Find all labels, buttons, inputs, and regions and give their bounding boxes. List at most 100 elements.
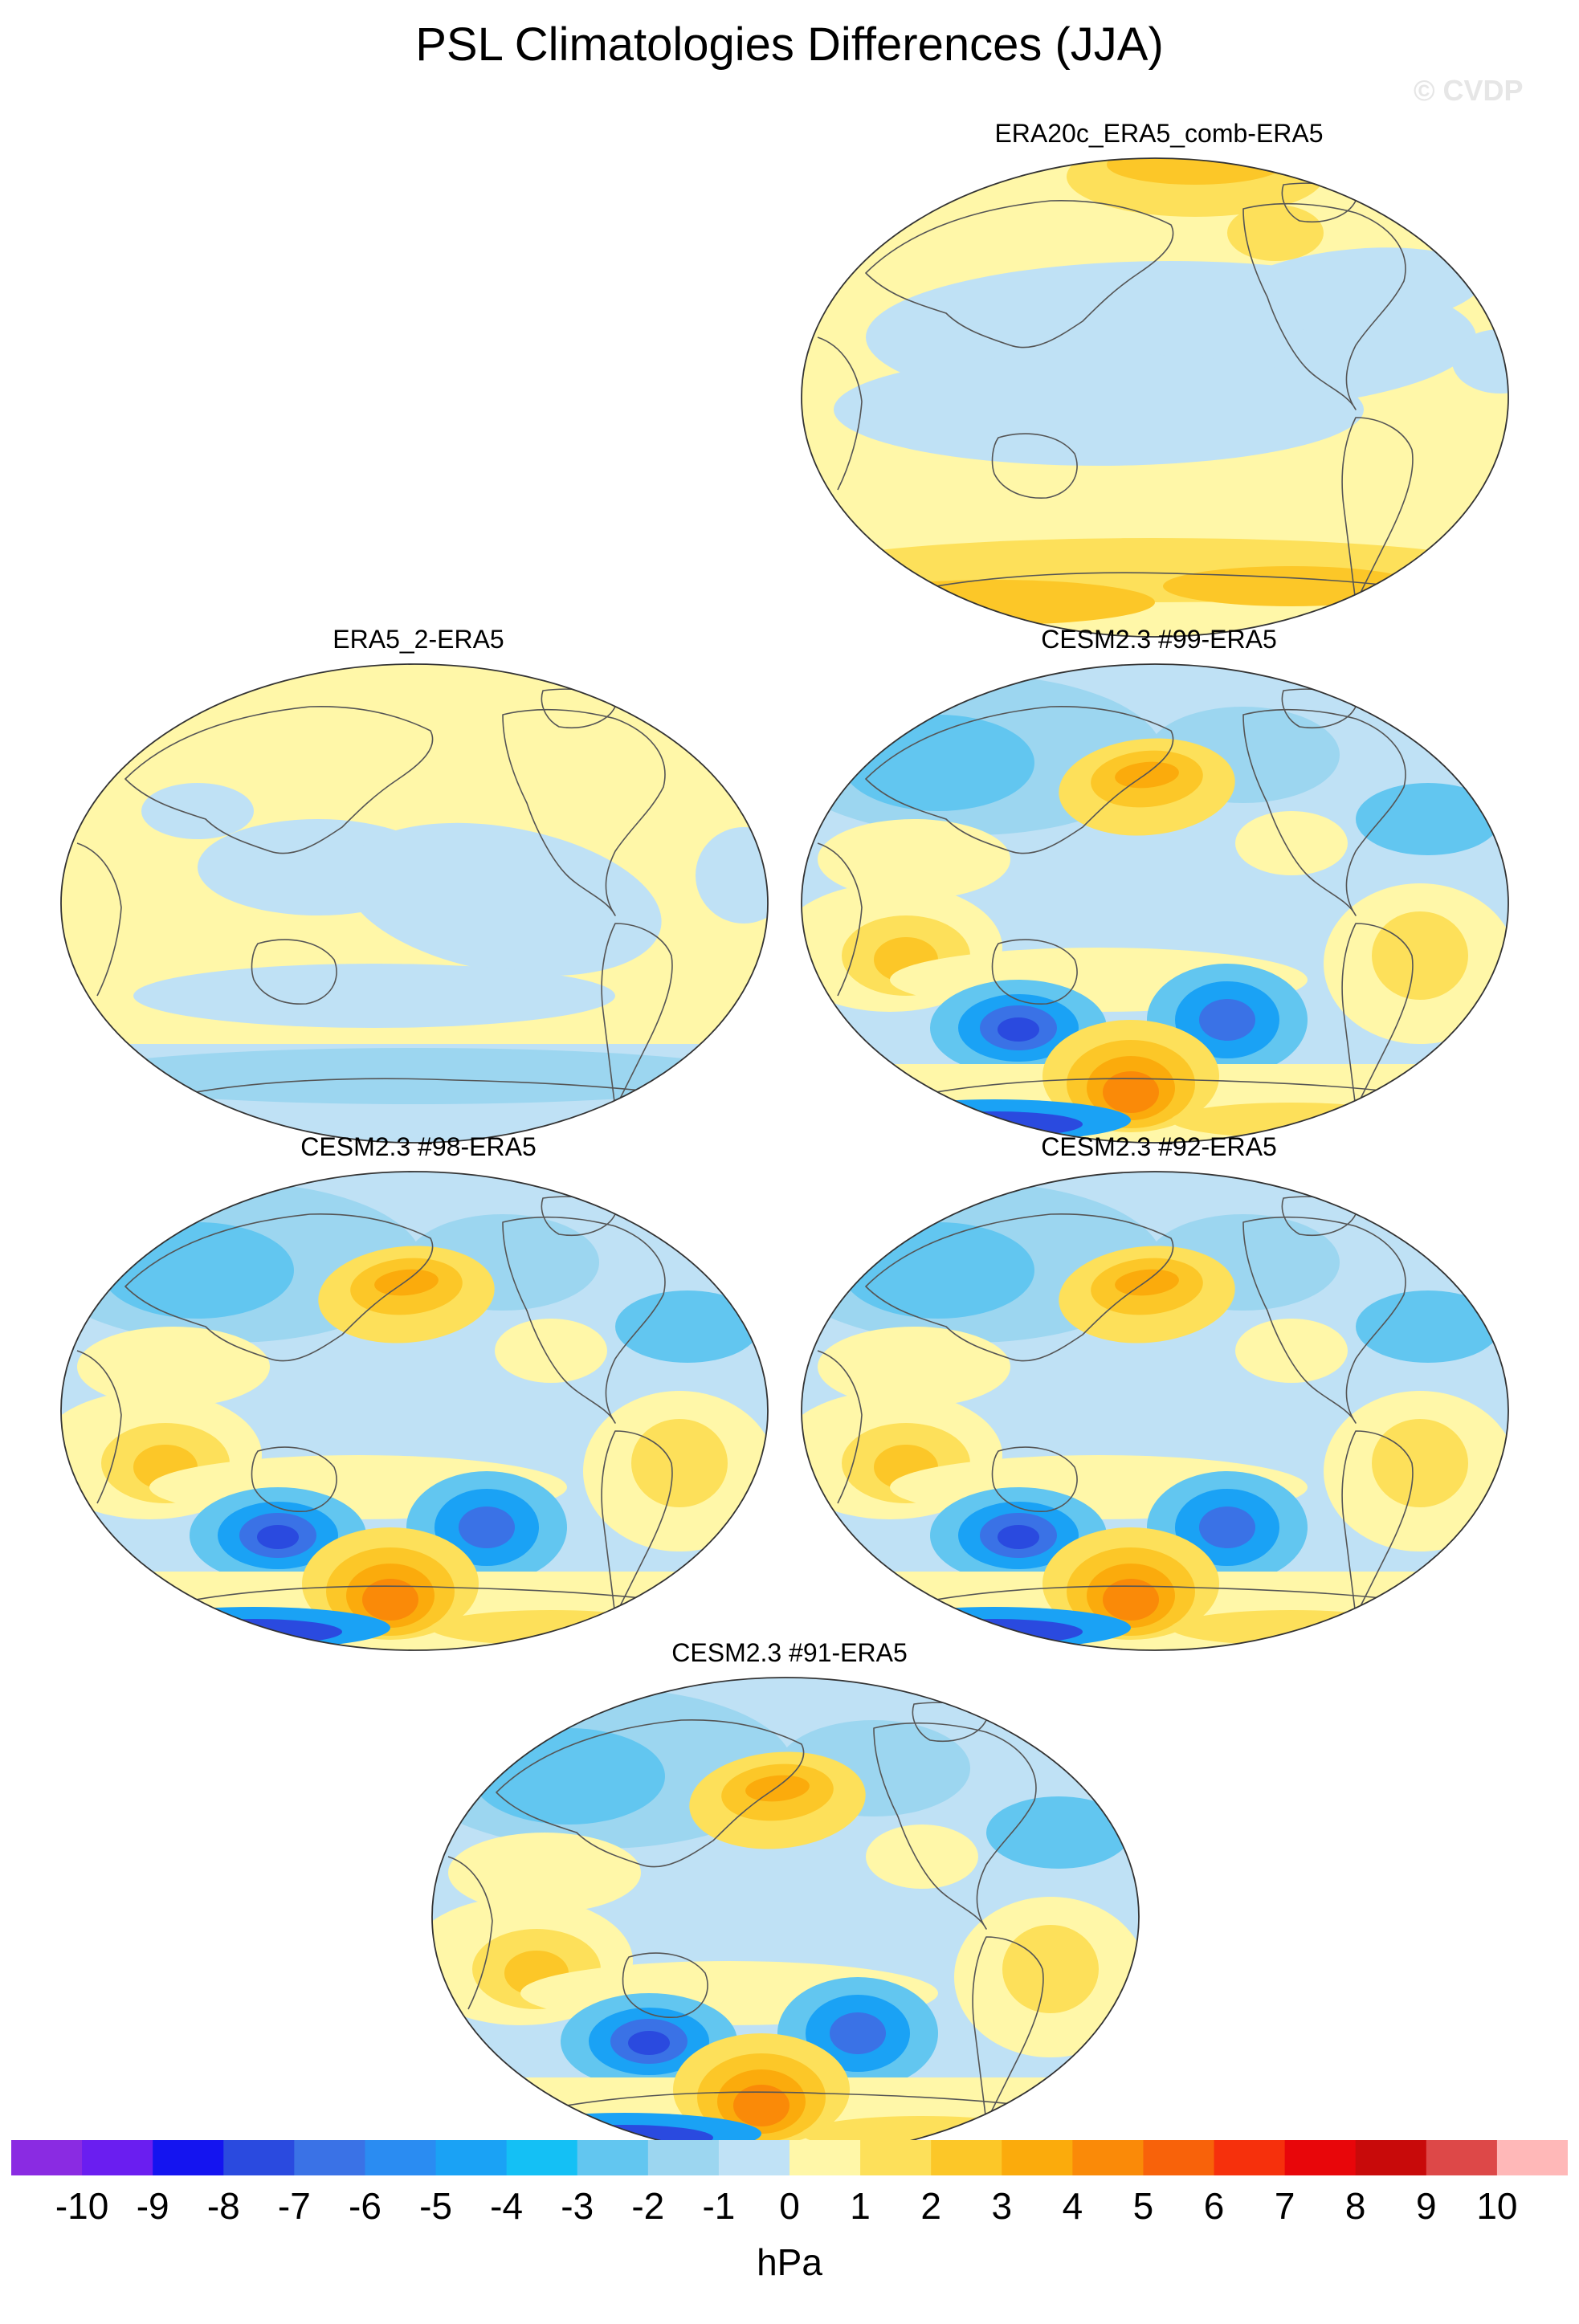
coastline xyxy=(873,1722,1037,1930)
page-title: PSL Climatologies Differences (JJA) xyxy=(415,18,1164,71)
map-panel-cesm91: CESM2.3 #91-ERA5 xyxy=(424,1638,1155,2168)
coastline xyxy=(502,1216,666,1424)
coastline xyxy=(972,1936,1044,2122)
coastline xyxy=(991,1446,1078,1512)
colorbar-swatch xyxy=(860,2140,932,2175)
map-globe xyxy=(801,1171,1509,1651)
colorbar-tick-label: 8 xyxy=(1344,2185,1366,2227)
map-outline xyxy=(801,663,1509,1144)
map-outline xyxy=(801,157,1509,638)
coastline xyxy=(173,1078,688,1097)
colorbar-tick-label: -6 xyxy=(349,2185,381,2227)
map-outline xyxy=(801,1171,1509,1651)
coastline xyxy=(913,1585,1429,1604)
colorbar-swatch xyxy=(577,2140,649,2175)
map-globe xyxy=(801,157,1509,638)
coastline xyxy=(1242,708,1406,916)
coastline xyxy=(447,1856,493,2010)
colorbar-swatch xyxy=(931,2140,1002,2175)
map-panel-era5-2: ERA5_2-ERA5 xyxy=(53,625,784,1155)
colorbar-swatch xyxy=(1426,2140,1498,2175)
map-outline xyxy=(60,1171,769,1651)
colorbar-tick-label: 2 xyxy=(920,2185,941,2227)
coastline xyxy=(1341,1430,1414,1617)
colorbar-tick-label: 5 xyxy=(1132,2185,1154,2227)
coastline xyxy=(124,1213,434,1362)
panel-title: CESM2.3 #99-ERA5 xyxy=(1041,625,1277,654)
colorbar-swatch xyxy=(1355,2140,1427,2175)
coastline xyxy=(913,1078,1429,1097)
colorbar-swatch xyxy=(435,2140,508,2175)
colorbar xyxy=(11,2140,1568,2175)
colorbar-swatch xyxy=(365,2140,437,2175)
psl-field xyxy=(802,158,1508,637)
panel-title: CESM2.3 #92-ERA5 xyxy=(1041,1132,1277,1161)
map-panel-cesm99: CESM2.3 #99-ERA5 xyxy=(794,625,1524,1155)
colorbar-tick-labels: -10 -9 -8 -7 -6 -5 -4 -3 -2 -1 0 1 2 3 4 5 6 7 8 9 10 xyxy=(11,2184,1568,2232)
colorbar-tick-label: 0 xyxy=(779,2185,800,2227)
psl-field xyxy=(802,1172,1508,1650)
colorbar-swatch xyxy=(294,2140,365,2175)
colorbar-swatch xyxy=(790,2140,861,2175)
colorbar-swatch xyxy=(647,2140,720,2175)
colorbar-tick-label: -3 xyxy=(561,2185,594,2227)
coastline xyxy=(173,1585,688,1604)
coastline xyxy=(601,1430,673,1617)
coastline xyxy=(544,2091,1059,2110)
psl-field xyxy=(61,664,768,1143)
map-globe xyxy=(60,1171,769,1651)
colorbar-swatch xyxy=(1214,2140,1286,2175)
colorbar-tick-label: -5 xyxy=(419,2185,452,2227)
colorbar-swatch xyxy=(1002,2140,1073,2175)
coastline xyxy=(817,336,863,491)
map-panel-cesm92: CESM2.3 #92-ERA5 xyxy=(794,1132,1524,1662)
coastline xyxy=(124,705,434,854)
colorbar-swatch xyxy=(82,2140,153,2175)
colorbar-swatch xyxy=(1072,2140,1144,2175)
coastline xyxy=(502,708,666,916)
coastline xyxy=(865,705,1174,854)
coastline xyxy=(991,939,1078,1005)
colorbar-swatch xyxy=(1143,2140,1215,2175)
coastline xyxy=(817,1350,863,1504)
map-globe xyxy=(801,663,1509,1144)
coastline xyxy=(251,1446,337,1512)
colorbar-tick-label: 7 xyxy=(1274,2185,1295,2227)
coastline xyxy=(817,842,863,997)
colorbar-tick-label: 9 xyxy=(1416,2185,1437,2227)
panel-title: ERA5_2-ERA5 xyxy=(333,625,504,654)
map-globe xyxy=(60,663,769,1144)
colorbar-units: hPa xyxy=(757,2241,822,2283)
psl-field xyxy=(61,1172,768,1650)
coastline xyxy=(622,1952,708,2018)
psl-field xyxy=(432,1678,1139,2156)
colorbar-tick-label: 4 xyxy=(1062,2185,1083,2227)
panel-title: ERA20c_ERA5_comb-ERA5 xyxy=(994,119,1324,148)
colorbar-tick-label: 1 xyxy=(850,2185,871,2227)
colorbar-swatch xyxy=(11,2140,83,2175)
colorbar-swatch xyxy=(223,2140,295,2175)
map-panel-cesm98: CESM2.3 #98-ERA5 xyxy=(53,1132,784,1662)
coastline xyxy=(251,939,337,1005)
coastline xyxy=(76,1350,122,1504)
coastline xyxy=(865,1213,1174,1362)
coastline xyxy=(865,199,1174,349)
colorbar-tick-label: -2 xyxy=(631,2185,665,2227)
colorbar-tick-label: -7 xyxy=(277,2185,311,2227)
coastline xyxy=(913,572,1429,591)
colorbar-swatch xyxy=(1284,2140,1357,2175)
colorbar-tick-label: -1 xyxy=(702,2185,736,2227)
coastline xyxy=(1242,202,1406,410)
watermark: © CVDP xyxy=(1414,74,1524,107)
colorbar-swatch xyxy=(153,2140,224,2175)
colorbar-tick-label: -4 xyxy=(490,2185,524,2227)
coastline xyxy=(1242,1216,1406,1424)
map-globe xyxy=(431,1677,1140,2157)
coastline xyxy=(1341,923,1414,1109)
psl-field xyxy=(802,664,1508,1143)
colorbar-swatch xyxy=(506,2140,578,2175)
colorbar-tick-label: -8 xyxy=(206,2185,240,2227)
colorbar-tick-label: -9 xyxy=(136,2185,169,2227)
coastline xyxy=(1341,417,1414,603)
colorbar-tick-label: 3 xyxy=(991,2185,1013,2227)
